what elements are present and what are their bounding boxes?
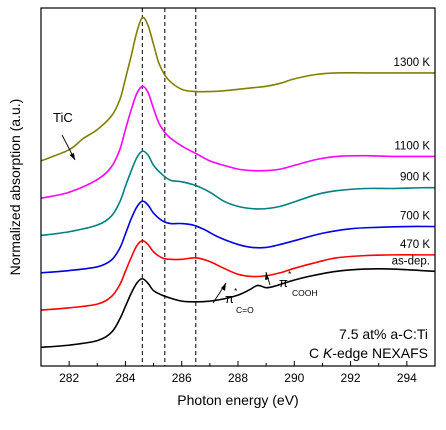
series-group (41, 16, 435, 349)
inset-line-2-italic: K (323, 345, 333, 361)
reference-lines (141, 8, 197, 366)
annotation-tic-label: TiC (53, 110, 73, 125)
x-ticks: 282 284 286 288 290 292 294 (40, 361, 436, 385)
y-axis-title: Normalized absorption (a.u.) (7, 99, 23, 276)
x-tick-label-1: 284 (115, 371, 135, 385)
x-tick-label-4: 290 (284, 371, 304, 385)
inset-line-2-prefix: C (309, 345, 323, 361)
annotation-pi-cooh-sub: COOH (292, 288, 318, 298)
annotation-pi-co-arrowhead (221, 283, 226, 291)
series-label-1300-k: 1300 K (394, 57, 431, 69)
x-axis-title: Photon energy (eV) (177, 392, 298, 408)
x-tick-label-5: 292 (341, 371, 361, 385)
series-line-1300-k (41, 16, 435, 162)
annotation-pi-co-sub: C=O (236, 305, 254, 315)
x-tick-label-0: 282 (59, 371, 79, 385)
series-line-700-k (41, 200, 435, 274)
annotation-tic: TiC (53, 110, 76, 161)
x-tick-label-3: 288 (228, 371, 248, 385)
series-label-700-k: 700 K (400, 211, 430, 223)
annotation-pi-cooh-sup: * (288, 269, 292, 279)
annotation-pi-cooh-pi: π (279, 275, 288, 290)
annotation-pi-cooh: π * COOH (265, 269, 318, 298)
series-line-as-dep- (41, 268, 435, 349)
series-line-1100-k (41, 85, 435, 199)
inset-line-1: 7.5 at% a-C:Ti (339, 326, 428, 342)
series-line-470-k (41, 239, 435, 311)
annotation-pi-co-pi: π (225, 291, 234, 306)
series-label-1100-k: 1100 K (394, 140, 430, 152)
x-tick-label-6: 294 (397, 371, 417, 385)
series-line-900-k (41, 150, 435, 237)
annotation-tic-arrowhead (69, 153, 75, 160)
series-label-470-k: 470 K (400, 239, 430, 251)
series-labels: as-dep. 470 K 700 K 900 K 1100 K 1300 K (392, 57, 431, 267)
annotation-pi-co-sup: * (234, 286, 238, 296)
series-label-as-dep-: as-dep. (392, 255, 430, 267)
x-tick-label-2: 286 (172, 371, 192, 385)
inset-line-2-suffix: -edge NEXAFS (332, 345, 428, 361)
inset-line-2: C K-edge NEXAFS (309, 345, 428, 361)
annotation-pi-cooh-arrowhead (265, 272, 269, 280)
annotation-pi-co: π * C=O (212, 282, 254, 315)
series-label-900-k: 900 K (400, 172, 430, 184)
